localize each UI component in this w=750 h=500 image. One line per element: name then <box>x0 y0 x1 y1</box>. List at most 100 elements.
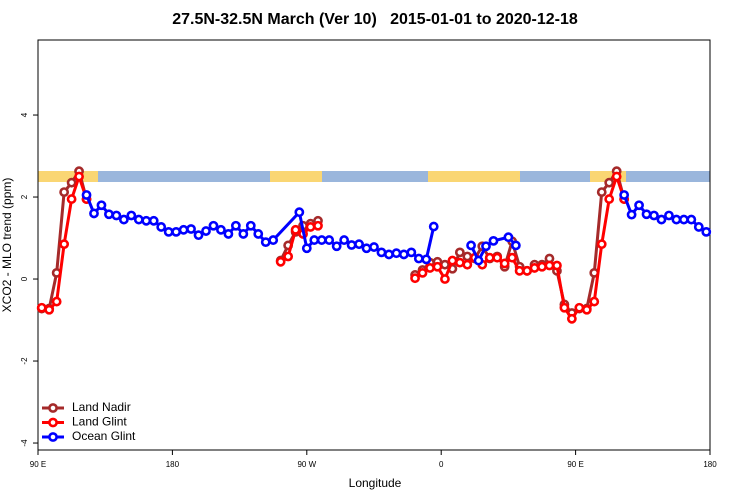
point <box>552 260 562 271</box>
point <box>391 248 402 259</box>
x-tick-label: 0 <box>439 460 444 469</box>
point <box>51 296 62 307</box>
point <box>529 263 540 273</box>
point <box>671 214 682 225</box>
point <box>96 200 107 211</box>
point <box>384 249 394 260</box>
point <box>428 221 439 232</box>
point <box>454 247 465 258</box>
point <box>410 273 420 284</box>
point <box>104 209 114 220</box>
point <box>559 302 570 313</box>
point <box>339 235 350 245</box>
point <box>462 259 473 270</box>
point <box>216 224 226 235</box>
point <box>290 224 301 235</box>
point <box>305 222 316 232</box>
x-tick-label: 90 W <box>297 460 316 469</box>
legend-label: Land Nadir <box>72 400 131 414</box>
point <box>369 242 379 252</box>
point <box>178 224 189 235</box>
legend-marker <box>48 417 58 428</box>
point <box>283 251 294 262</box>
plot-frame <box>37 39 711 451</box>
ocean-band <box>38 171 710 182</box>
point <box>171 226 182 237</box>
point <box>346 240 357 250</box>
point <box>581 304 592 315</box>
point <box>126 210 137 221</box>
point <box>361 243 372 254</box>
x-tick-label: 90 E <box>30 460 46 469</box>
point <box>36 302 47 313</box>
point <box>507 252 518 263</box>
land-band <box>590 171 626 182</box>
point <box>440 259 450 270</box>
point <box>260 237 271 248</box>
legend-marker <box>48 432 58 442</box>
point <box>148 215 159 226</box>
point <box>641 209 652 220</box>
point <box>406 247 417 258</box>
point <box>619 190 630 200</box>
point <box>66 177 77 188</box>
point <box>447 255 458 266</box>
point <box>111 210 122 221</box>
point <box>604 194 615 204</box>
point <box>301 243 312 254</box>
point <box>118 214 129 225</box>
point <box>275 256 286 267</box>
point <box>193 230 204 241</box>
point <box>440 274 450 284</box>
point <box>454 257 465 268</box>
point <box>398 249 409 260</box>
point <box>238 229 249 239</box>
land-band <box>38 171 98 182</box>
chart-title: 27.5N-32.5N March (Ver 10) 2015-01-01 to… <box>172 11 578 28</box>
point <box>566 313 577 324</box>
point <box>544 260 555 271</box>
point <box>230 220 241 231</box>
point <box>466 240 476 251</box>
point <box>74 171 84 182</box>
point <box>316 235 327 245</box>
point <box>208 220 219 231</box>
point <box>44 304 55 315</box>
point <box>253 229 264 239</box>
x-tick-label: 180 <box>166 460 180 469</box>
point <box>596 187 607 198</box>
y-tick-label: -2 <box>20 357 29 365</box>
point <box>156 222 167 232</box>
point <box>268 235 279 245</box>
point <box>596 239 607 250</box>
point <box>59 239 70 250</box>
point <box>678 214 689 225</box>
point <box>186 224 196 234</box>
point <box>89 208 99 219</box>
y-tick-label: 0 <box>20 276 29 281</box>
point <box>59 187 70 198</box>
point <box>510 240 521 251</box>
point <box>417 267 428 278</box>
point <box>425 263 435 273</box>
point <box>163 226 174 237</box>
point <box>481 241 491 252</box>
point <box>604 177 615 188</box>
point <box>701 226 712 237</box>
point <box>354 239 364 250</box>
y-tick-label: 2 <box>20 194 29 199</box>
point <box>514 265 525 276</box>
point <box>649 210 659 221</box>
point <box>141 215 152 226</box>
point <box>693 222 704 232</box>
point <box>294 207 305 218</box>
y-tick-label: -4 <box>20 439 29 447</box>
point <box>537 261 547 272</box>
point <box>331 241 342 252</box>
land-band <box>428 171 520 182</box>
y-axis-label: XCO2 - MLO trend (ppm) <box>0 178 14 313</box>
point <box>309 235 320 245</box>
point <box>413 253 424 264</box>
point <box>686 214 697 225</box>
point <box>133 214 144 225</box>
